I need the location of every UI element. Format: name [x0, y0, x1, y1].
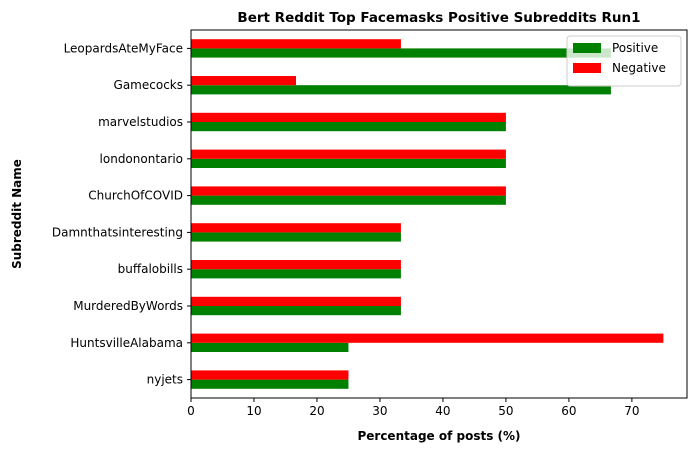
x-tick-label: 10: [246, 404, 261, 418]
bar-positive-Gamecocks: [191, 85, 611, 95]
x-tick-label: 30: [372, 404, 387, 418]
y-tick-label: nyjets: [147, 373, 183, 387]
y-axis: nyjets HuntsvilleAlabama MurderedByWords bu…: [52, 41, 191, 387]
bar-negative-MurderedByWords: [191, 296, 401, 306]
bar-negative-ChurchOfCOVID: [191, 186, 506, 196]
bar-positive-HuntsvilleAlabama: [191, 342, 349, 352]
x-tick-label: 70: [624, 404, 639, 418]
x-axis-label: Percentage of posts (%): [357, 429, 520, 443]
bar-negative-LeopardsAteMyFace: [191, 39, 401, 49]
x-tick-label: 50: [498, 404, 513, 418]
x-tick-label: 0: [187, 404, 195, 418]
legend-label-positive: Positive: [612, 41, 658, 55]
y-axis-label: Subreddit Name: [10, 159, 24, 269]
bar-positive-marvelstudios: [191, 122, 506, 132]
x-axis: 0 10 20 30 40 50 60 70: [187, 398, 640, 418]
y-tick-label: Gamecocks: [114, 78, 183, 92]
bar-negative-nyjets: [191, 370, 349, 380]
legend-swatch-positive: [573, 43, 601, 53]
chart-title: Bert Reddit Top Facemasks Positive Subre…: [237, 10, 640, 26]
bar-positive-Damnthatsinteresting: [191, 232, 401, 242]
y-tick-label: buffalobills: [118, 262, 183, 276]
legend-swatch-negative: [573, 63, 601, 73]
legend: Positive Negative: [566, 35, 682, 87]
y-tick-label: ChurchOfCOVID: [88, 189, 183, 203]
x-tick-label: 20: [309, 404, 324, 418]
y-tick-label: londonontario: [100, 152, 183, 166]
bar-negative-londonontario: [191, 149, 506, 159]
plot-area: [191, 39, 664, 389]
x-tick-label: 40: [435, 404, 450, 418]
bar-negative-buffalobills: [191, 260, 401, 270]
legend-label-negative: Negative: [612, 61, 666, 75]
y-tick-label: LeopardsAteMyFace: [64, 41, 183, 55]
bar-positive-MurderedByWords: [191, 306, 401, 316]
y-tick-label: marvelstudios: [98, 115, 183, 129]
y-tick-label: MurderedByWords: [73, 299, 183, 313]
x-tick-label: 60: [561, 404, 576, 418]
y-tick-label: HuntsvilleAlabama: [70, 336, 183, 350]
y-tick-label: Damnthatsinteresting: [52, 225, 183, 239]
bar-negative-Gamecocks: [191, 76, 296, 86]
plot-frame: [190, 29, 688, 399]
bar-positive-nyjets: [191, 379, 349, 389]
bar-negative-marvelstudios: [191, 112, 506, 122]
bar-negative-Damnthatsinteresting: [191, 223, 401, 233]
bar-negative-HuntsvilleAlabama: [191, 333, 664, 343]
bar-positive-londonontario: [191, 158, 506, 168]
bar-positive-LeopardsAteMyFace: [191, 48, 611, 58]
bar-positive-buffalobills: [191, 269, 401, 279]
bar-positive-ChurchOfCOVID: [191, 195, 506, 205]
